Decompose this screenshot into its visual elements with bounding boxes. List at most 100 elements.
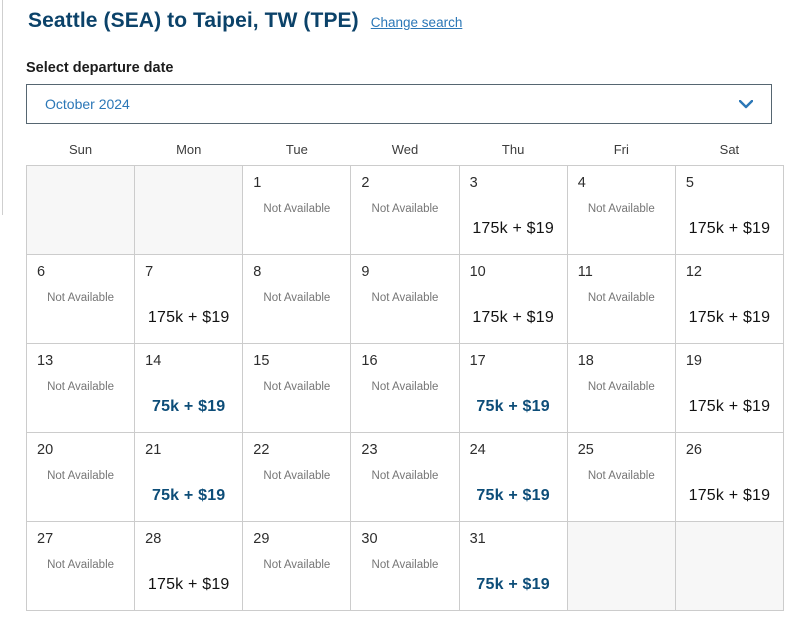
- calendar-day-5[interactable]: 5 175k + $19: [674, 165, 785, 255]
- not-available-label: Not Available: [47, 470, 115, 482]
- calendar-week-row: 1 Not Available 2 Not Available 3 175k + $19 4…: [25, 165, 785, 255]
- award-price[interactable]: 175k + $19: [472, 309, 554, 326]
- day-number: 14: [145, 353, 162, 369]
- award-price[interactable]: 75k + $19: [476, 487, 550, 504]
- calendar-day-21[interactable]: 21 75k + $19: [134, 432, 244, 522]
- day-number: 30: [361, 531, 378, 547]
- day-number: 1: [253, 175, 262, 191]
- not-available-label: Not Available: [587, 292, 655, 304]
- calendar-day-28[interactable]: 28 175k + $19: [134, 521, 244, 611]
- day-number: 26: [685, 442, 702, 458]
- weekday-label: Fri: [613, 142, 629, 157]
- day-number: 19: [685, 353, 702, 369]
- not-available-label: Not Available: [263, 381, 331, 393]
- calendar-day-26[interactable]: 26 175k + $19: [674, 432, 785, 522]
- calendar-day-6: 6 Not Available: [25, 254, 136, 344]
- header: Seattle (SEA) to Taipei, TW (TPE) Change…: [0, 0, 808, 33]
- calendar-day-3[interactable]: 3 175k + $19: [458, 165, 568, 255]
- not-available-label: Not Available: [47, 559, 115, 571]
- day-number: 24: [469, 442, 486, 458]
- day-number: 21: [145, 442, 162, 458]
- day-number: 3: [469, 175, 478, 191]
- calendar-day-24[interactable]: 24 75k + $19: [458, 432, 568, 522]
- calendar-day-8: 8 Not Available: [242, 254, 352, 344]
- calendar-week-row: 6 Not Available 7 175k + $19 8 Not Available 9…: [25, 254, 785, 344]
- calendar-empty-cell: [674, 521, 785, 611]
- calendar-empty-cell: [134, 165, 244, 255]
- calendar-day-12[interactable]: 12 175k + $19: [674, 254, 785, 344]
- award-price[interactable]: 175k + $19: [472, 220, 554, 237]
- calendar-empty-cell: [25, 165, 136, 255]
- calendar-day-10[interactable]: 10 175k + $19: [458, 254, 568, 344]
- not-available-label: Not Available: [263, 203, 331, 215]
- day-number: 22: [253, 442, 270, 458]
- award-price[interactable]: 75k + $19: [151, 487, 226, 504]
- day-number: 10: [469, 264, 486, 280]
- day-number: 11: [577, 264, 593, 280]
- calendar-day-31[interactable]: 31 75k + $19: [458, 521, 568, 611]
- calendar-body: 1 Not Available 2 Not Available 3 175k + $19 4…: [25, 165, 785, 611]
- weekday-row: Sun Mon Tue Wed Thu Fri Sat: [27, 142, 784, 166]
- award-price[interactable]: 175k + $19: [688, 398, 771, 415]
- day-number: 4: [577, 175, 586, 191]
- award-price[interactable]: 175k + $19: [688, 487, 771, 504]
- chevron-down-icon: [739, 99, 753, 109]
- calendar-day-19[interactable]: 19 175k + $19: [674, 343, 785, 433]
- not-available-label: Not Available: [587, 203, 655, 215]
- day-number: 7: [145, 264, 154, 280]
- calendar-day-25: 25 Not Available: [566, 432, 676, 522]
- day-number: 8: [253, 264, 262, 280]
- calendar-day-2: 2 Not Available: [350, 165, 460, 255]
- award-price[interactable]: 75k + $19: [476, 398, 550, 415]
- day-number: 13: [37, 353, 54, 369]
- calendar-day-20: 20 Not Available: [25, 432, 136, 522]
- page-left-border: [2, 0, 3, 215]
- calendar-day-22: 22 Not Available: [242, 432, 352, 522]
- calendar-day-29: 29 Not Available: [242, 521, 352, 611]
- weekday-label: Sun: [69, 142, 93, 157]
- departure-date-label: Select departure date: [26, 60, 174, 76]
- award-price[interactable]: 175k + $19: [688, 309, 771, 326]
- weekday-label: Sat: [719, 142, 740, 157]
- calendar-week-row: 27 Not Available 28 175k + $19 29 Not Availab…: [25, 521, 785, 611]
- award-calendar: Sun Mon Tue Wed Thu Fri Sat 1 Not Available 2 Not…: [25, 142, 785, 611]
- calendar-day-30: 30 Not Available: [350, 521, 460, 611]
- award-price[interactable]: 175k + $19: [688, 220, 771, 237]
- weekday-label: Mon: [176, 142, 202, 157]
- calendar-day-11: 11 Not Available: [566, 254, 676, 344]
- month-select-value: October 2024: [45, 96, 130, 112]
- calendar-day-17[interactable]: 17 75k + $19: [458, 343, 568, 433]
- month-select[interactable]: October 2024: [26, 84, 772, 124]
- calendar-day-9: 9 Not Available: [350, 254, 460, 344]
- day-number: 29: [253, 531, 270, 547]
- calendar-day-15: 15 Not Available: [242, 343, 352, 433]
- award-price[interactable]: 75k + $19: [151, 398, 226, 415]
- not-available-label: Not Available: [371, 470, 439, 482]
- day-number: 9: [361, 264, 370, 280]
- day-number: 6: [37, 264, 46, 280]
- award-price[interactable]: 75k + $19: [476, 576, 550, 593]
- award-price[interactable]: 175k + $19: [147, 576, 230, 593]
- calendar-day-7[interactable]: 7 175k + $19: [134, 254, 244, 344]
- calendar-day-16: 16 Not Available: [350, 343, 460, 433]
- calendar-week-row: 13 Not Available 14 75k + $19 15 Not Availabl…: [25, 343, 785, 433]
- day-number: 25: [577, 442, 594, 458]
- day-number: 20: [37, 442, 54, 458]
- not-available-label: Not Available: [371, 292, 439, 304]
- award-price[interactable]: 175k + $19: [147, 309, 230, 326]
- not-available-label: Not Available: [371, 559, 439, 571]
- not-available-label: Not Available: [371, 203, 439, 215]
- day-number: 15: [253, 353, 270, 369]
- day-number: 5: [685, 175, 694, 191]
- day-number: 12: [685, 264, 702, 280]
- calendar-empty-cell: [566, 521, 676, 611]
- calendar-day-13: 13 Not Available: [25, 343, 136, 433]
- weekday-label: Wed: [391, 142, 419, 157]
- change-search-link[interactable]: Change search: [370, 15, 463, 30]
- not-available-label: Not Available: [371, 381, 439, 393]
- not-available-label: Not Available: [47, 381, 115, 393]
- day-number: 17: [469, 353, 486, 369]
- day-number: 28: [145, 531, 162, 547]
- calendar-day-14[interactable]: 14 75k + $19: [134, 343, 244, 433]
